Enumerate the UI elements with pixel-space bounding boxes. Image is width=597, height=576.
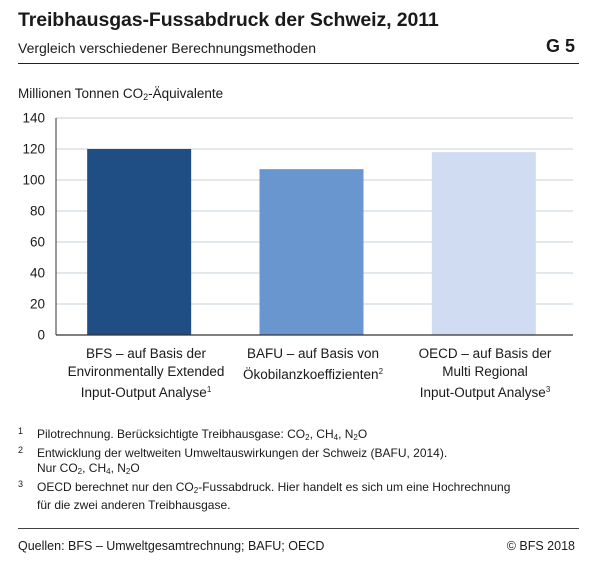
source-text: Quellen: BFS – Umweltgesamtrechnung; BAF… [18,539,325,553]
bar [431,152,536,335]
footnote-2: 2 Entwicklung der weltweiten Umweltauswi… [18,444,448,477]
footnotes: 1 Pilotrechnung. Berücksichtigte Treibha… [18,426,511,514]
footer-divider [18,528,579,529]
bar [87,149,192,335]
y-tick-label: 20 [30,297,45,312]
y-tick-label: 80 [30,204,45,219]
y-tick-label: 60 [30,235,45,250]
y-axis-label: Millionen Tonnen CO2-Äquivalente [18,86,224,102]
y-tick-label: 0 [37,328,45,343]
chart-subtitle: Vergleich verschiedener Berechnungsmetho… [18,40,317,56]
footnote-3: 3 OECD berechnet nur den CO2-Fussabdruck… [18,478,511,513]
category-label-bafu: BAFU – auf Basis von Ökobilanzkoeffizien… [242,346,384,382]
category-label-bfs: BFS – auf Basis der Environmentally Exte… [67,346,225,400]
y-tick-label: 100 [22,173,45,188]
chart-code: G 5 [545,36,575,56]
header-divider [18,63,579,64]
category-label-oecd: OECD – auf Basis der Multi Regional Inpu… [418,346,552,400]
y-tick-label: 140 [22,111,45,126]
chart-title: Treibhausgas-Fussabdruck der Schweiz, 20… [18,9,439,31]
bar [259,169,364,335]
bar-chart: 0 20 40 60 80 100 120 140 [22,111,573,343]
y-tick-label: 120 [22,142,45,157]
copyright-text: © BFS 2018 [506,539,575,553]
y-tick-label: 40 [30,266,45,281]
footnote-1: 1 Pilotrechnung. Berücksichtigte Treibha… [18,426,368,442]
